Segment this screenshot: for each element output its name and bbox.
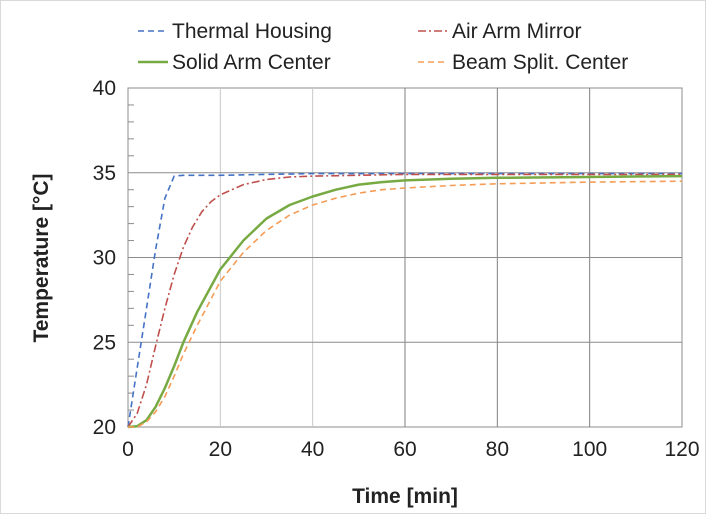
y-axis-title: Temperature [°C] (30, 173, 53, 342)
x-tick-label: 100 (572, 438, 607, 461)
legend-label-1: Thermal Housing (172, 20, 332, 43)
x-tick-label: 80 (486, 438, 509, 461)
y-tick-label: 25 (93, 331, 116, 354)
x-tick-label: 60 (393, 438, 416, 461)
series-line-3 (127, 174, 683, 429)
y-tick-label: 30 (93, 247, 116, 270)
x-tick-label: 120 (664, 438, 699, 461)
series-line-2 (127, 173, 682, 428)
x-axis-title: Time [min] (352, 485, 458, 508)
legend-label-4: Beam Split. Center (452, 51, 628, 74)
y-tick-label: 40 (93, 77, 116, 100)
legend-label-3: Solid Arm Center (172, 51, 331, 74)
axes: 0 20 40 60 80 100 120 20 25 30 35 40 (93, 77, 700, 461)
legend: Thermal Housing Air Arm Mirror Solid Arm C… (138, 20, 628, 74)
x-tick-label: 0 (122, 438, 134, 461)
x-tick-label: 40 (301, 438, 324, 461)
y-tick-label: 20 (93, 416, 116, 439)
gridlines (127, 87, 683, 428)
legend-label-2: Air Arm Mirror (452, 20, 582, 43)
y-tick-label: 35 (93, 162, 116, 185)
series-lines (127, 172, 683, 429)
x-tick-label: 20 (209, 438, 232, 461)
